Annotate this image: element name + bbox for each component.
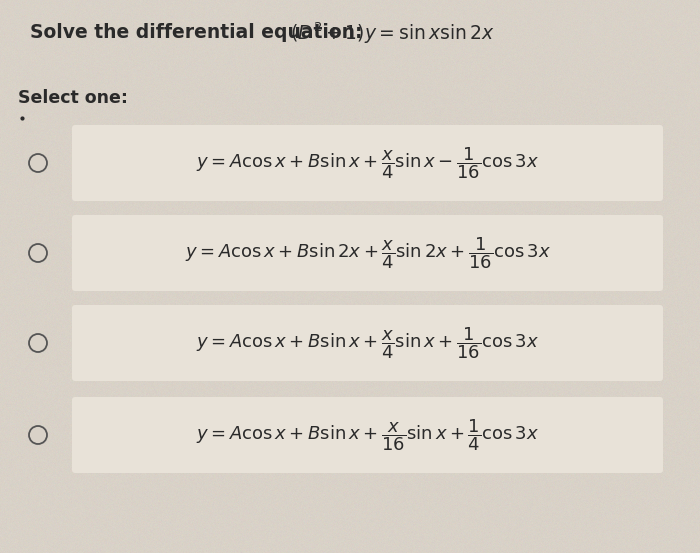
Circle shape: [29, 244, 47, 262]
Text: Solve the differential equation:: Solve the differential equation:: [30, 23, 375, 43]
FancyBboxPatch shape: [72, 305, 663, 381]
Text: $y = A\cos x + B\sin x + \dfrac{x}{4}\sin x + \dfrac{1}{16}\cos 3x$: $y = A\cos x + B\sin x + \dfrac{x}{4}\si…: [196, 325, 539, 361]
Text: $y = A\cos x + B\sin x + \dfrac{x}{16}\sin x + \dfrac{1}{4}\cos 3x$: $y = A\cos x + B\sin x + \dfrac{x}{16}\s…: [196, 417, 539, 453]
FancyBboxPatch shape: [72, 215, 663, 291]
FancyBboxPatch shape: [72, 397, 663, 473]
Circle shape: [29, 334, 47, 352]
Text: Select one:: Select one:: [18, 89, 128, 107]
Text: $(D^2 + 1)y = \sin x \sin 2x$: $(D^2 + 1)y = \sin x \sin 2x$: [290, 20, 494, 46]
Text: $y = A\cos x + B\sin x + \dfrac{x}{4}\sin x - \dfrac{1}{16}\cos 3x$: $y = A\cos x + B\sin x + \dfrac{x}{4}\si…: [196, 145, 539, 181]
Text: $y = A\cos x + B\sin 2x + \dfrac{x}{4}\sin 2x + \dfrac{1}{16}\cos 3x$: $y = A\cos x + B\sin 2x + \dfrac{x}{4}\s…: [185, 235, 550, 271]
FancyBboxPatch shape: [72, 125, 663, 201]
Circle shape: [29, 154, 47, 172]
Circle shape: [29, 426, 47, 444]
